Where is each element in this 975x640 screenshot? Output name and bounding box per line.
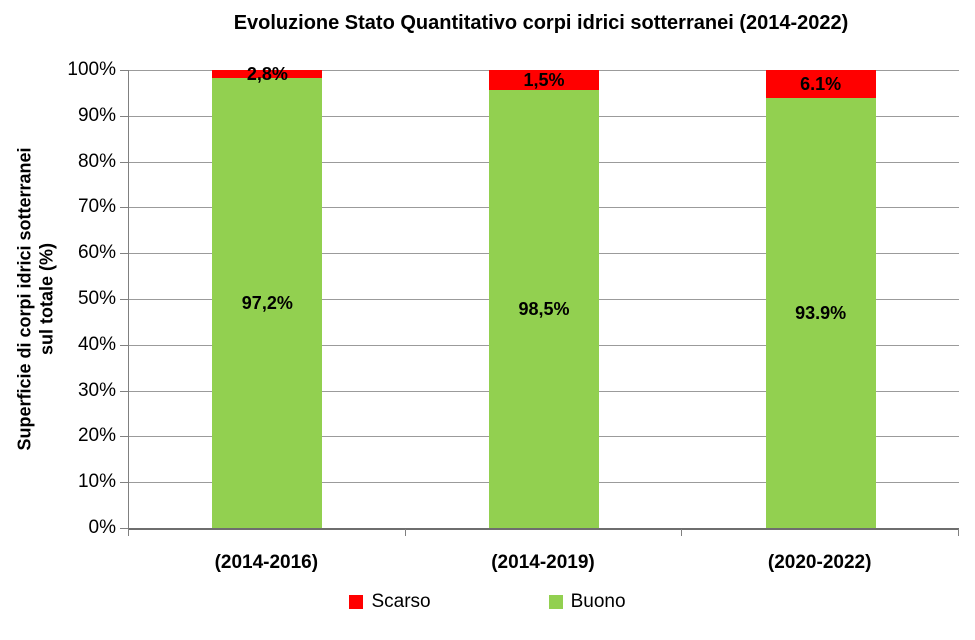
legend-swatch-scarso-icon [349,595,364,609]
data-label-scarso: 1,5% [523,70,565,90]
y-axis-tick-mark [120,528,128,529]
bar-segment-buono [765,98,876,528]
x-axis-tick-mark [405,529,406,536]
y-axis-tick-label: 50% [77,288,116,309]
y-axis-tick-label: 60% [77,242,116,264]
data-label-scarso: 2,8% [246,64,288,84]
stacked-bar: 1,5% 98,5% [489,70,599,528]
x-axis-tick-mark [681,529,682,536]
y-axis-tick-mark [120,70,128,71]
data-label-buono: 97,2% [241,293,293,313]
y-axis-tick-mark [120,344,128,346]
x-axis-tick-mark [958,529,959,536]
legend-item-buono: Buono [548,591,626,613]
y-axis-tick-mark [120,390,128,392]
x-axis-category-label: (2014-2019) [491,552,595,573]
data-label-buono: 93.9% [795,303,847,323]
y-axis-tick-label: 70% [77,196,116,218]
y-axis-tick-mark [120,115,128,117]
data-label-buono: 98,5% [518,299,570,319]
stacked-bar: 6.1% 93.9% [765,70,876,528]
y-axis-tick-label: 100% [67,59,116,80]
bar-segment-scarso [489,70,599,90]
data-label-scarso: 6.1% [800,74,842,94]
y-axis-tick-mark [120,436,128,438]
legend-swatch-buono-icon [548,595,563,609]
x-axis-category-label: (2020-2022) [767,552,872,573]
y-axis-tick-mark [120,207,128,209]
y-axis-tick-label: 10% [77,471,116,493]
bar-segment-buono [489,90,599,528]
y-axis-tick-label: 0% [88,517,116,538]
x-axis-category-label: (2014-2016) [214,552,319,573]
bar-segment-scarso [212,70,323,78]
y-axis-tick-label: 80% [77,150,116,172]
y-axis-tick-label: 30% [77,379,116,401]
y-axis-tick-label: 20% [77,425,116,447]
plot-area: 2,8% 97,2% 1,5% 98,5% 6.1% 93.9% [128,64,959,530]
chart-title: Evoluzione Stato Quantitativo corpi idri… [233,12,849,34]
y-axis-tick-label: 40% [77,333,116,355]
y-axis-tick-label: 90% [77,104,116,126]
stacked-bar: 2,8% 97,2% [212,64,323,528]
legend-label-buono: Buono [570,591,626,612]
bar-segment-scarso [765,70,876,98]
y-axis-tick-mark [120,161,128,163]
y-axis-tick-mark [120,253,128,255]
y-axis-tick-mark [120,299,128,300]
legend: Scarso Buono [0,591,975,613]
x-axis-tick-mark [128,529,129,536]
y-axis-tick-mark [120,482,128,484]
legend-label-scarso: Scarso [371,591,431,612]
bar-segment-buono [212,78,323,528]
legend-item-scarso: Scarso [349,591,431,613]
